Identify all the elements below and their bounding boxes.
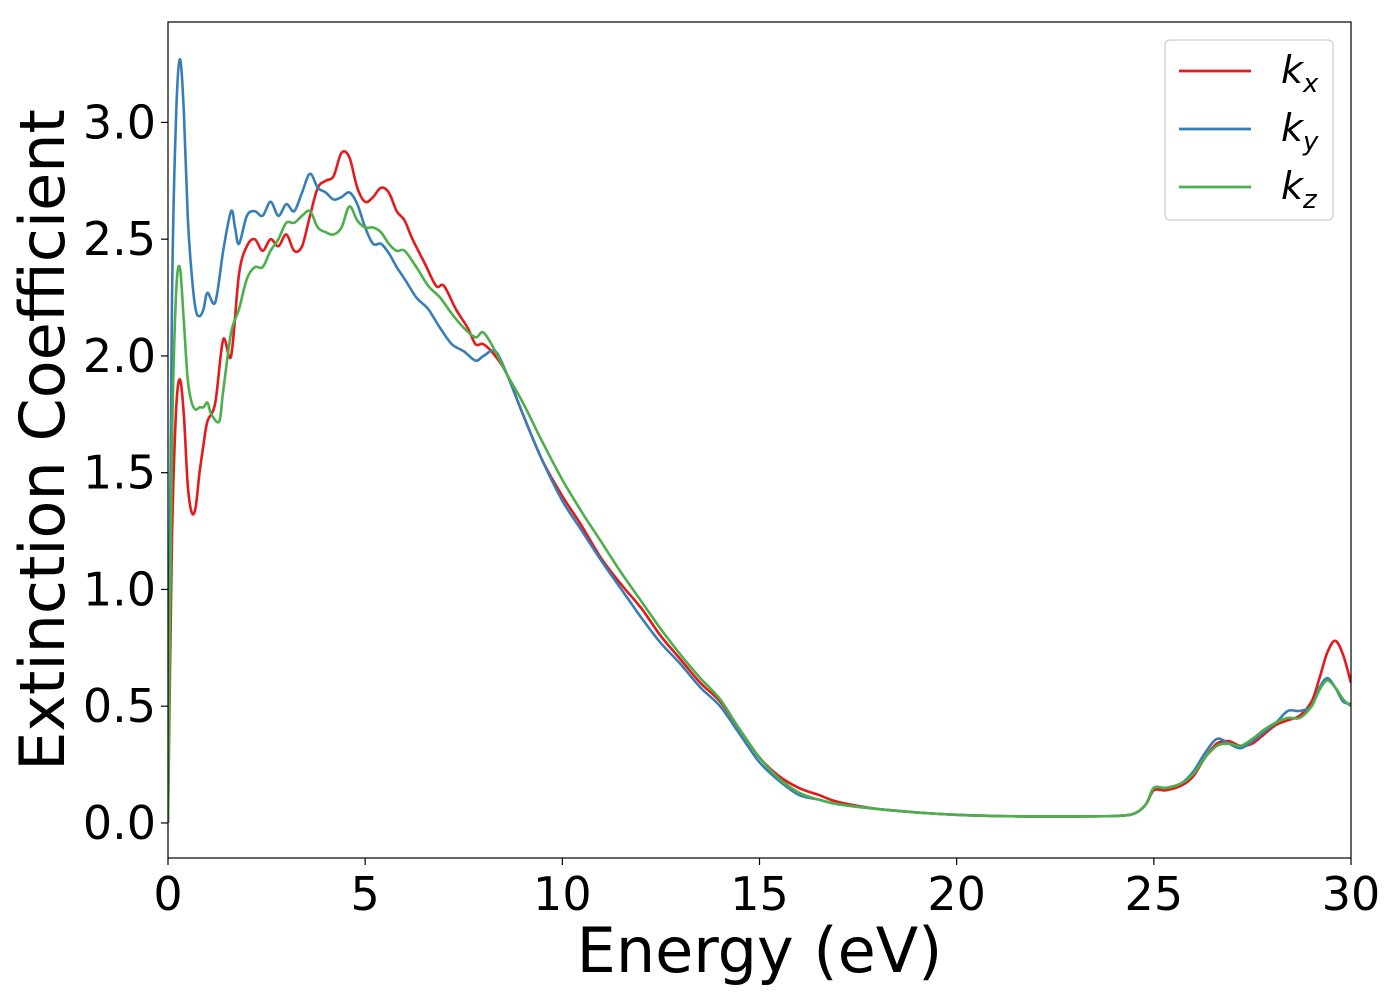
- x-tick-label: 20: [927, 867, 986, 921]
- legend-label-z: kz: [1281, 164, 1318, 215]
- y-tick-label: 3.0: [83, 95, 156, 149]
- y-axis-title: Extinction Coefficient: [6, 109, 79, 771]
- legend: kx ky kz: [1164, 39, 1334, 221]
- y-tick-label: 1.5: [83, 446, 156, 500]
- x-axis-title: Energy (eV): [577, 914, 943, 987]
- y-tick-label: 1.0: [83, 562, 156, 616]
- y-tick-label: 2.5: [83, 212, 156, 266]
- x-tick-label: 30: [1322, 867, 1381, 921]
- x-axis: 0 5 10 15 20 25 30: [153, 858, 1380, 921]
- y-tick-label: 0.0: [83, 796, 156, 850]
- x-tick-label: 25: [1125, 867, 1184, 921]
- x-tick-label: 5: [351, 867, 380, 921]
- x-tick-label: 0: [153, 867, 182, 921]
- x-tick-label: 10: [533, 867, 592, 921]
- y-axis: 0.0 0.5 1.0 1.5 2.0 2.5 3.0: [83, 95, 168, 850]
- series-line-z: [168, 205, 1351, 824]
- series-layer: [168, 58, 1351, 824]
- y-tick-label: 0.5: [83, 679, 156, 733]
- legend-label-x: kx: [1281, 48, 1319, 99]
- x-tick-label: 15: [730, 867, 789, 921]
- legend-label-y: ky: [1281, 106, 1319, 157]
- series-line-x: [168, 150, 1351, 824]
- y-tick-label: 2.0: [83, 329, 156, 383]
